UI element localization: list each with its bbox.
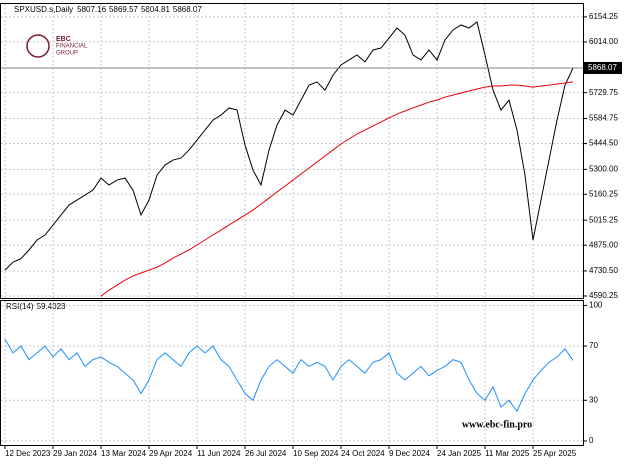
- logo: EBC FINANCIAL GROUP: [26, 34, 88, 58]
- x-tick-label: 24 Oct 2024: [341, 449, 385, 458]
- y-tick-label: 0: [589, 436, 594, 445]
- x-tick-label: 9 Dec 2024: [389, 449, 430, 458]
- x-tick-label: 24 Jan 2025: [437, 449, 482, 458]
- indicator-value: 59.4023: [37, 302, 66, 311]
- x-tick-label: 11 Jun 2024: [197, 449, 241, 458]
- y-tick-label: 6014.00: [589, 37, 618, 46]
- y-tick-label: 5015.25: [589, 215, 618, 224]
- x-tick-label: 10 Sep 2024: [293, 449, 339, 458]
- x-tick-label: 25 Apr 2025: [533, 449, 577, 458]
- logo-text: FINANCIAL: [56, 44, 88, 50]
- series-line: [4, 21, 574, 271]
- watermark: www.ebc-fin.pro: [462, 419, 532, 430]
- ohlc-value: 5804.81: [141, 5, 170, 14]
- x-tick-label: 29 Jan 2024: [53, 449, 98, 458]
- y-tick-label: 5160.25: [589, 189, 618, 198]
- price-panel: [0, 3, 584, 299]
- ohlc-value: 5807.16: [77, 5, 106, 14]
- y-tick-label: 5444.50: [589, 139, 618, 148]
- x-tick-label: 29 Apr 2024: [149, 449, 193, 458]
- x-tick-label: 12 Dec 2023: [5, 449, 51, 458]
- series-line: [100, 81, 574, 297]
- chart-title: SPXUSD.s,Daily: [14, 5, 73, 14]
- series-line: [4, 339, 574, 413]
- ohlc-value: 5869.57: [109, 5, 138, 14]
- y-tick-label: 4730.50: [589, 266, 618, 275]
- ohlc-value: 5868.07: [173, 5, 202, 14]
- y-tick-label: 5729.75: [589, 88, 618, 97]
- y-tick-label: 5300.00: [589, 164, 618, 173]
- y-tick-label: 4875.00: [589, 240, 618, 249]
- x-tick-label: 26 Jul 2024: [245, 449, 287, 458]
- rsi-panel: [0, 300, 584, 446]
- y-tick-label: 4590.25: [589, 291, 618, 300]
- y-tick-label: 100: [589, 301, 603, 310]
- logo-text: EBC: [56, 36, 71, 43]
- logo-mark: [26, 34, 50, 58]
- price-label-box: [584, 61, 622, 74]
- y-tick-label: 70: [589, 341, 598, 350]
- y-tick-label: 6154.25: [589, 12, 618, 21]
- price-label: 5868.07: [588, 63, 617, 72]
- y-tick-label: 30: [589, 395, 598, 404]
- logo-text: GROUP: [56, 51, 78, 57]
- indicator-title: RSI(14): [6, 302, 34, 311]
- y-tick-label: 5584.75: [589, 114, 618, 123]
- x-tick-label: 13 Mar 2024: [101, 449, 146, 458]
- x-tick-label: 11 Mar 2025: [485, 449, 530, 458]
